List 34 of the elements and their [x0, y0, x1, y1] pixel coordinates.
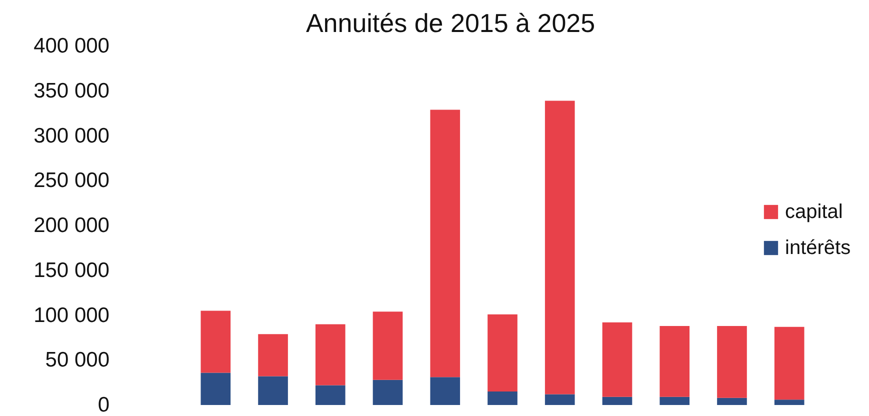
- bar: [200, 372, 231, 405]
- y-tick-label: 200 000: [34, 214, 110, 237]
- y-tick-label: 250 000: [34, 169, 110, 192]
- bar: [372, 312, 403, 380]
- bar: [602, 396, 632, 405]
- bar: [660, 396, 690, 405]
- y-tick-label: 0: [98, 394, 110, 416]
- bar: [315, 385, 346, 405]
- y-tick-label: 400 000: [34, 34, 110, 58]
- chart-title: Annuités de 2015 à 2025: [306, 8, 596, 38]
- bar: [372, 380, 403, 405]
- bar: [544, 394, 575, 405]
- bar: [774, 400, 804, 405]
- bar: [544, 100, 575, 394]
- bar: [602, 322, 632, 397]
- bar: [258, 376, 288, 405]
- y-tick-label: 350 000: [34, 79, 110, 102]
- bar: [488, 392, 518, 405]
- y-tick-label: 150 000: [34, 258, 110, 282]
- bar: [660, 326, 690, 397]
- bar: [200, 310, 231, 373]
- bar: [430, 110, 460, 378]
- bar: [315, 324, 346, 386]
- bar: [430, 377, 460, 405]
- bar: [774, 326, 804, 400]
- bar: [717, 326, 747, 398]
- bar: [717, 398, 747, 405]
- y-tick-label: 50 000: [45, 348, 110, 372]
- y-tick-label: 300 000: [34, 124, 110, 148]
- bar: [488, 314, 518, 392]
- y-tick-label: 100 000: [34, 304, 110, 327]
- legend-label: intérêts: [785, 237, 851, 259]
- bar: [258, 334, 288, 376]
- legend-label: capital: [785, 201, 843, 223]
